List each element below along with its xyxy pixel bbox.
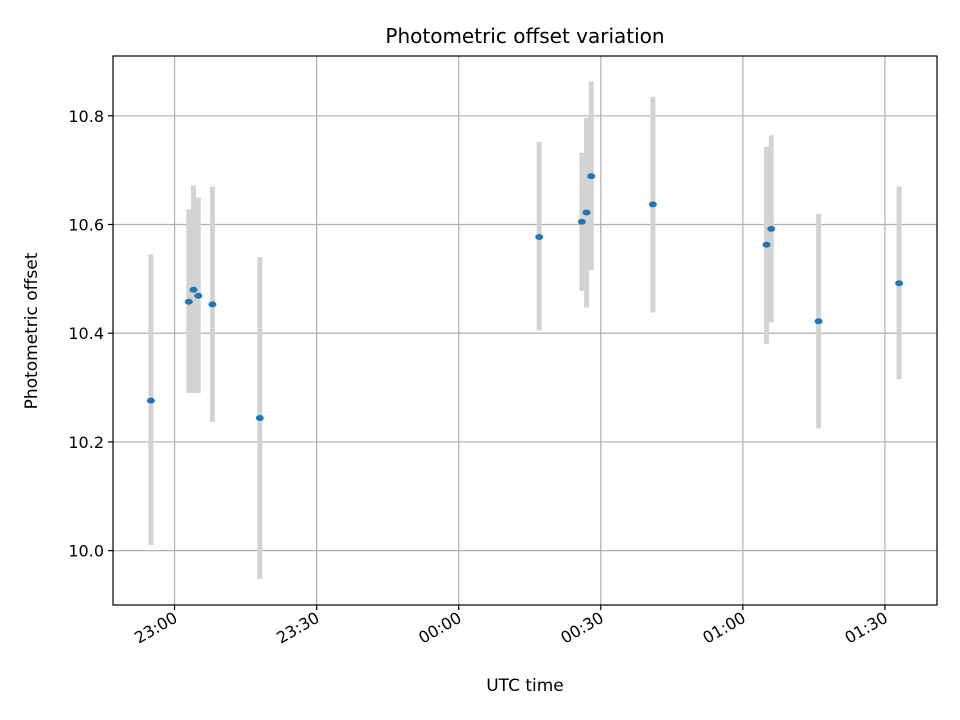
y-tick-label: 10.8	[68, 107, 104, 126]
x-tick-label: 01:00	[699, 608, 748, 648]
y-tick-label: 10.0	[68, 542, 104, 561]
data-point	[582, 209, 591, 216]
plot-frame	[112, 55, 938, 606]
data-point	[895, 280, 904, 287]
data-point	[146, 397, 155, 404]
data-point	[189, 286, 198, 293]
data-point	[814, 318, 823, 325]
y-tick-label: 10.6	[68, 216, 104, 235]
data-point	[535, 234, 544, 241]
data-point	[587, 173, 596, 180]
chart-title: Photometric offset variation	[385, 24, 664, 48]
errorbar-layer	[148, 81, 902, 579]
data-point	[194, 292, 203, 299]
point-layer	[146, 173, 904, 422]
x-tick-label: 01:30	[841, 608, 890, 648]
x-axis-label: UTC time	[486, 676, 564, 696]
data-point	[767, 225, 776, 232]
data-point	[208, 301, 217, 308]
data-point	[184, 298, 193, 305]
data-point	[648, 201, 657, 208]
y-axis-label: Photometric offset	[22, 252, 42, 409]
data-point	[762, 241, 771, 248]
x-tick-label: 00:30	[557, 608, 606, 648]
x-tick-label: 23:00	[131, 608, 180, 648]
x-tick-label: 23:30	[273, 608, 322, 648]
data-point	[577, 218, 586, 225]
data-point	[255, 415, 264, 422]
x-tick-label: 00:00	[415, 608, 464, 648]
grid-layer	[113, 56, 937, 605]
y-tick-label: 10.2	[68, 433, 104, 452]
y-tick-label: 10.4	[68, 324, 104, 343]
